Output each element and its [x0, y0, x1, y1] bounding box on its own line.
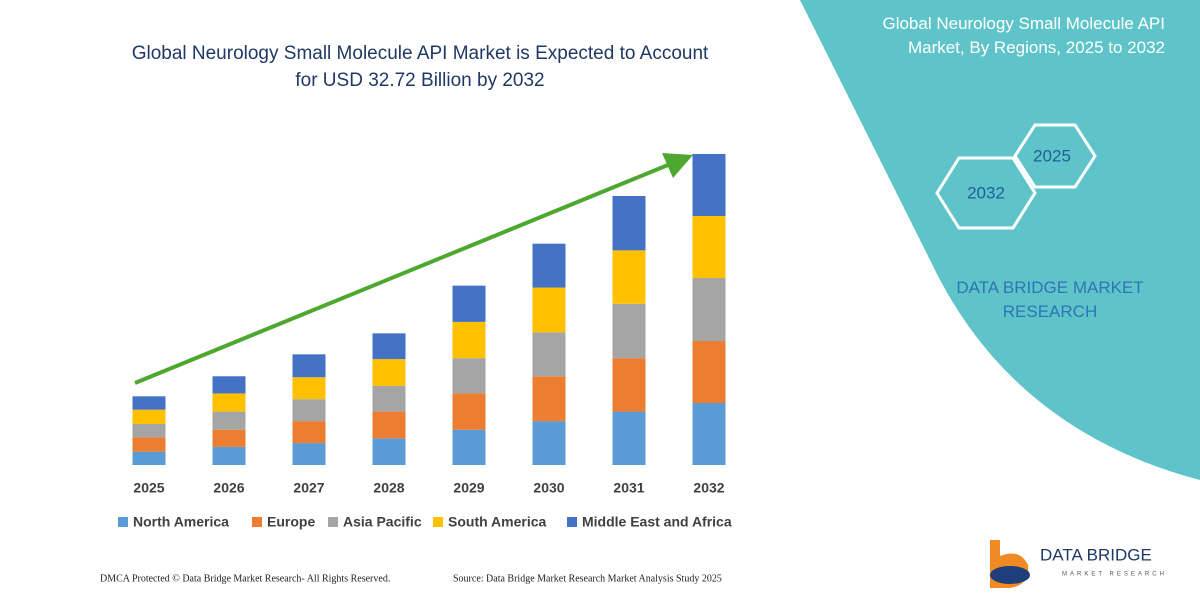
legend-label: North America	[133, 514, 229, 530]
footer-source: Source: Data Bridge Market Research Mark…	[453, 573, 722, 584]
legend-swatch	[328, 517, 338, 527]
bar-segment	[132, 423, 166, 438]
bar-segment	[692, 402, 726, 465]
bar-segment	[132, 396, 166, 410]
x-tick-label: 2030	[533, 480, 564, 496]
x-tick-label: 2032	[693, 480, 724, 496]
bar-segment	[452, 393, 486, 430]
legend-label: Asia Pacific	[343, 514, 422, 530]
bar-segment	[292, 443, 326, 465]
legend-swatch	[567, 517, 577, 527]
legend-label: Middle East and Africa	[582, 514, 732, 530]
bar-segment	[452, 429, 486, 465]
legend-label: Europe	[267, 514, 315, 530]
bar-segment	[212, 411, 246, 430]
bar-segment	[612, 195, 646, 251]
plot: 2025 2026 2027 2028 2029 2030 2031 2032 North Am…	[118, 154, 732, 530]
bar-segment	[212, 429, 246, 447]
x-tick-label: 2025	[133, 480, 164, 496]
bar-segment	[452, 358, 486, 394]
bar-segment	[452, 285, 486, 322]
bar-segment	[372, 359, 406, 386]
title-box: Global Neurology Small Molecule API Mark…	[131, 43, 709, 91]
bar-segment	[532, 332, 566, 377]
bar-segment	[212, 446, 246, 465]
bar-segment	[292, 399, 326, 422]
bar-segment	[612, 250, 646, 304]
panel-title-box: Global Neurology Small Molecule API Mark…	[882, 14, 1165, 57]
bar-segment	[292, 377, 326, 400]
x-tick-label: 2029	[453, 480, 484, 496]
bar-segment	[612, 303, 646, 359]
bar-segment	[372, 411, 406, 439]
bar-segment	[132, 409, 166, 424]
bar-segment	[292, 421, 326, 444]
logo-mark	[990, 566, 1030, 584]
hexagon	[935, 156, 1037, 230]
legend-swatch	[118, 517, 128, 527]
chart-title: Global Neurology Small Molecule API Mark…	[131, 43, 709, 91]
bar-segment	[372, 438, 406, 465]
bar-segment	[612, 358, 646, 412]
logo-tagline: MARKET RESEARCH	[1062, 572, 1167, 578]
brand-text: DATA BRIDGE MARKET RESEARCH	[956, 278, 1144, 321]
arrow-head	[662, 153, 693, 178]
bar-segment	[532, 287, 566, 333]
legend-label: South America	[448, 514, 546, 530]
bar-segment	[532, 421, 566, 465]
bar-segment	[212, 376, 246, 394]
bar-segment	[372, 333, 406, 360]
brand-box: DATA BRIDGE MARKET RESEARCH	[956, 278, 1144, 321]
bar-segment	[292, 354, 326, 378]
arrow-line	[134, 163, 669, 385]
x-tick-label: 2026	[213, 480, 244, 496]
logo: DATA BRIDGE MARKET RESEARCH	[990, 540, 1167, 588]
bar-segment	[692, 340, 726, 403]
hex-label: 2025	[1033, 146, 1071, 165]
legend-swatch	[252, 517, 262, 527]
bar-segment	[132, 437, 166, 452]
x-tick-label: 2027	[293, 480, 324, 496]
x-tick-label: 2028	[373, 480, 404, 496]
bar-segment	[532, 376, 566, 422]
bar-segment	[692, 278, 726, 341]
footer-rights: DMCA Protected © Data Bridge Market Rese…	[100, 573, 390, 584]
x-tick-label: 2031	[613, 480, 644, 496]
bar-segment	[212, 393, 246, 412]
bar-segment	[132, 451, 166, 465]
bar-segment	[692, 154, 726, 217]
bar-segment	[372, 385, 406, 412]
hexagon	[1013, 123, 1097, 189]
panel-title: Global Neurology Small Molecule API Mark…	[882, 14, 1165, 57]
bar-segment	[532, 243, 566, 288]
bar-segment	[452, 321, 486, 359]
legend-swatch	[433, 517, 443, 527]
bar-segment	[692, 216, 726, 279]
bar-segment	[612, 411, 646, 465]
logo-name: DATA BRIDGE	[1040, 545, 1152, 564]
trend-arrow	[134, 153, 693, 385]
hex-label: 2032	[967, 183, 1005, 202]
side-panel	[800, 0, 1200, 480]
